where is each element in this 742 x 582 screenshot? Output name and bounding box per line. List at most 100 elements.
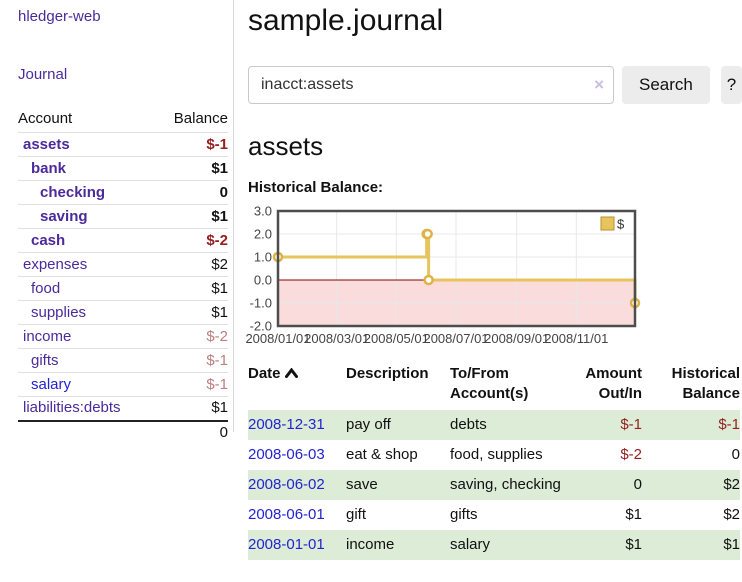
- accounts-header-account: Account: [18, 110, 73, 127]
- transaction-date-link[interactable]: 2008-06-01: [248, 506, 325, 523]
- transaction-amount: 0: [562, 470, 642, 500]
- accounts-total-row: 0: [18, 420, 228, 445]
- transaction-balance: $2: [723, 506, 740, 523]
- account-row: assets $-1: [18, 132, 228, 157]
- svg-text:1.0: 1.0: [254, 250, 272, 265]
- register-row: 2008-06-01 gift gifts $1 $2: [248, 500, 740, 530]
- svg-text:2008/01/01: 2008/01/01: [245, 331, 310, 346]
- accounts-total-value: 0: [219, 424, 228, 441]
- account-balance: $-2: [206, 327, 228, 345]
- account-balance: $2: [211, 255, 228, 273]
- account-link-bank[interactable]: bank: [31, 159, 67, 177]
- register-row: 2008-06-02 save saving, checking 0 $2: [248, 470, 740, 500]
- search-help-button[interactable]: ?: [720, 66, 742, 104]
- account-link-cash[interactable]: cash: [31, 231, 66, 249]
- account-link-supplies[interactable]: supplies: [31, 303, 87, 321]
- account-link-food[interactable]: food: [31, 279, 61, 297]
- historical-balance-chart: 3.0 2.0 1.0 0.0 -1.0 -2.0 2008/01/01 2008/03/01…: [238, 205, 742, 355]
- account-balance: $-1: [206, 135, 228, 153]
- register-row: 2008-12-31 pay off debts $-1 $-1: [248, 410, 740, 440]
- account-row: supplies $1: [18, 300, 228, 325]
- register-header-row: Date Description To/From Account(s) Amoun…: [248, 361, 740, 410]
- search-input[interactable]: [248, 66, 614, 104]
- account-heading: assets: [248, 131, 324, 161]
- account-row: bank $1: [18, 156, 228, 181]
- account-link-salary[interactable]: salary: [31, 375, 72, 393]
- account-link-checking[interactable]: checking: [40, 183, 106, 201]
- app-title-link[interactable]: hledger-web: [18, 8, 101, 25]
- sidebar-item-journal[interactable]: Journal: [18, 66, 68, 83]
- sort-by-date-link[interactable]: Date: [248, 365, 298, 382]
- transaction-balance: $1: [642, 530, 740, 560]
- transaction-date-link[interactable]: 2008-12-31: [248, 416, 325, 433]
- svg-text:0.0: 0.0: [254, 273, 272, 288]
- accounts-table: Account Balance assets $-1 bank $1 checkin…: [18, 106, 228, 445]
- chart-title: Historical Balance:: [248, 179, 384, 196]
- svg-text:2008/09/01: 2008/09/01: [484, 331, 549, 346]
- transaction-amount: $1: [562, 530, 642, 560]
- transaction-accounts: debts: [450, 410, 562, 440]
- main-content: sample.journal × Search ? assets Histori…: [245, 0, 742, 560]
- register-row: 2008-06-03 eat & shop food, supplies $-2…: [248, 440, 740, 470]
- transaction-description: gift: [346, 506, 367, 523]
- register-header-accounts: To/From Account(s): [450, 365, 529, 402]
- account-link-expenses[interactable]: expenses: [23, 255, 88, 273]
- register-row: 2008-01-01 income salary $1 $1: [248, 530, 740, 560]
- account-balance: $1: [211, 207, 228, 225]
- search-form: × Search ?: [248, 66, 742, 104]
- account-row: liabilities:debts $1: [18, 396, 228, 421]
- account-row: income $-2: [18, 324, 228, 349]
- account-row: cash $-2: [18, 228, 228, 253]
- account-row: gifts $-1: [18, 348, 228, 373]
- accounts-header-balance: Balance: [173, 110, 228, 127]
- transaction-description: pay off: [346, 410, 450, 440]
- transaction-description: income: [346, 530, 450, 560]
- sidebar-divider: [233, 0, 234, 432]
- transaction-accounts: saving, checking: [450, 470, 562, 500]
- transaction-accounts: gifts: [450, 506, 478, 523]
- page-title: sample.journal: [248, 4, 444, 37]
- account-link-liabilities-debts[interactable]: liabilities:debts: [23, 399, 121, 417]
- svg-text:2008/07/01: 2008/07/01: [423, 331, 488, 346]
- svg-text:2008/05/01: 2008/05/01: [364, 331, 429, 346]
- account-row: salary $-1: [18, 372, 228, 397]
- transaction-amount: $-1: [562, 410, 642, 440]
- account-row: expenses $2: [18, 252, 228, 277]
- account-link-gifts[interactable]: gifts: [31, 351, 59, 369]
- svg-text:$: $: [617, 217, 625, 232]
- svg-text:2008/03/01: 2008/03/01: [304, 331, 369, 346]
- register-table: Date Description To/From Account(s) Amoun…: [248, 361, 740, 560]
- transaction-amount: $-2: [620, 446, 642, 463]
- transaction-balance: $2: [642, 470, 740, 500]
- register-header-balance: Historical Balance: [671, 365, 740, 402]
- transaction-date-link[interactable]: 2008-01-01: [248, 536, 325, 553]
- account-link-saving[interactable]: saving: [40, 207, 88, 225]
- transaction-balance: 0: [731, 446, 740, 463]
- account-balance: $1: [211, 303, 228, 321]
- transaction-date-link[interactable]: 2008-06-02: [248, 476, 325, 493]
- sort-ascending-icon: [284, 364, 298, 384]
- transaction-amount: $1: [625, 506, 642, 523]
- account-balance: $1: [211, 279, 228, 297]
- transaction-description: save: [346, 470, 450, 500]
- svg-text:2.0: 2.0: [254, 227, 272, 242]
- transaction-date-link[interactable]: 2008-06-03: [248, 446, 325, 463]
- account-balance: $-2: [206, 231, 228, 249]
- svg-text:-1.0: -1.0: [250, 296, 272, 311]
- sidebar: hledger-web Journal Account Balance asse…: [0, 0, 233, 445]
- search-button[interactable]: Search: [622, 66, 710, 104]
- clear-search-icon[interactable]: ×: [594, 75, 604, 94]
- transaction-balance: $-1: [642, 410, 740, 440]
- svg-text:2008/11/01: 2008/11/01: [544, 331, 608, 346]
- account-link-income[interactable]: income: [23, 327, 72, 345]
- account-balance: 0: [219, 183, 228, 201]
- account-row: checking 0: [18, 180, 228, 205]
- svg-text:3.0: 3.0: [254, 205, 272, 219]
- account-row: food $1: [18, 276, 228, 301]
- account-balance: $-1: [206, 375, 228, 393]
- account-link-assets[interactable]: assets: [23, 135, 70, 153]
- transaction-accounts: food, supplies: [450, 446, 543, 463]
- account-balance: $1: [211, 399, 228, 417]
- transaction-description: eat & shop: [346, 446, 418, 463]
- account-row: saving $1: [18, 204, 228, 229]
